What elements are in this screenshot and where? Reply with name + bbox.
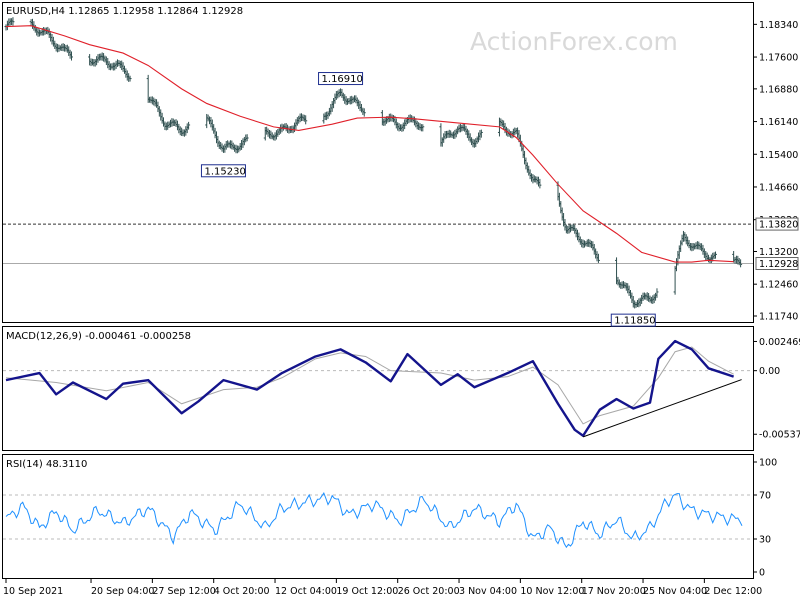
macd-panel-frame: [2, 326, 754, 451]
rsi-y-tick-label: 70: [759, 491, 771, 502]
rsi-grid: [3, 494, 753, 540]
time-tick-label: 12 Oct 04:00: [275, 586, 337, 597]
price-bars: [4, 17, 743, 309]
rsi-line: [5, 491, 743, 549]
price-y-tick-label: 1.14660: [759, 182, 798, 193]
watermark: ActionForex.com: [470, 27, 678, 56]
current-price-tag-box: [755, 257, 799, 271]
time-tick-label: 19 Oct 12:00: [336, 586, 398, 597]
macd-y-tick-label: -0.005375: [759, 430, 800, 441]
price-y-tick-label: 1.13200: [759, 247, 798, 258]
price-panel-title: EURUSD,H4 1.12865 1.12958 1.12864 1.1292…: [6, 6, 243, 17]
price-y-tick-label: 1.18340: [759, 20, 798, 31]
resistance-price-tag: 1.13820: [759, 220, 798, 231]
rsi-panel-title: RSI(14) 48.3110: [6, 459, 87, 470]
price-annotation-box: [610, 313, 656, 327]
time-tick-label: 20 Sep 04:00: [91, 586, 154, 597]
rsi-y-tick-label: 100: [759, 458, 777, 469]
time-tick-label: 17 Nov 20:00: [582, 586, 646, 597]
price-y-tick-label: 1.15400: [759, 150, 798, 161]
time-tick-label: 27 Sep 12:00: [152, 586, 215, 597]
price-annotation-box: [200, 164, 246, 178]
time-tick-label: 4 Oct 20:00: [214, 586, 270, 597]
rsi-y-axis: 100 70 30 0: [753, 458, 777, 579]
time-tick-label: 10 Nov 12:00: [520, 586, 584, 597]
price-y-tick-label: 1.11740: [759, 312, 798, 323]
rsi-y-tick-label: 30: [759, 535, 771, 546]
current-price-tag: 1.12928: [759, 259, 798, 270]
price-y-tick-label: 1.17600: [759, 53, 798, 64]
price-annotations: 1.16910 1.15230 1.11850: [200, 72, 656, 327]
time-tick-label: 10 Sep 2021: [3, 586, 63, 597]
price-y-axis: 1.18340 1.17600 1.16880 1.16140 1.15400 1.146…: [753, 20, 799, 323]
price-annotation-label: 1.16910: [322, 74, 363, 85]
macd-y-tick-label: 0.002469: [759, 337, 800, 348]
time-tick-label: 26 Oct 20:00: [398, 586, 460, 597]
price-annotation-label: 1.15230: [204, 166, 245, 177]
moving-average-line: [5, 25, 734, 263]
price-annotation-label: 1.11850: [614, 316, 655, 327]
resistance-price-tag-box: [755, 217, 799, 231]
price-y-tick-label: 1.16140: [759, 117, 798, 128]
macd-y-axis: 0.002469 0.00 -0.005375: [753, 337, 800, 441]
macd-signal-line: [5, 346, 734, 425]
macd-line: [5, 339, 735, 437]
macd-y-tick-label: 0.00: [759, 366, 780, 377]
time-tick-label: 2 Dec 12:00: [704, 586, 762, 597]
macd-trendline: [582, 379, 742, 438]
macd-panel-title: MACD(12,26,9) -0.000461 -0.000258: [6, 331, 191, 342]
time-tick-label: 25 Nov 04:00: [643, 586, 707, 597]
rsi-y-tick-label: 0: [759, 568, 765, 579]
price-y-tick-label: 1.12460: [759, 280, 798, 291]
price-annotation-box: [318, 72, 364, 86]
price-grid: [3, 223, 753, 265]
time-tick-label: 3 Nov 04:00: [459, 586, 517, 597]
price-y-tick-label: 1.16880: [759, 84, 798, 95]
rsi-panel-frame: [2, 454, 754, 579]
